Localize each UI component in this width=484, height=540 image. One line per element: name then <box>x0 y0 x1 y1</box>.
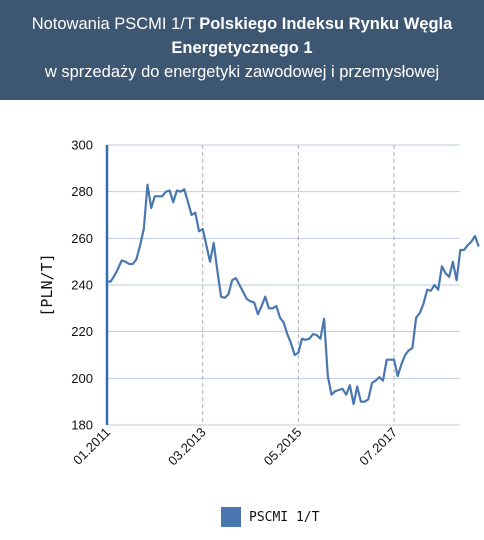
x-tick-label: 07.2017 <box>356 425 400 469</box>
legend-label: PSCMI 1/T <box>249 509 320 525</box>
title-bold: Polskiego Indeksu Rynku Węgla <box>199 15 453 33</box>
chart-title-banner: Notowania PSCMI 1/T Polskiego Indeksu Ry… <box>0 0 484 100</box>
y-tick-label: 220 <box>71 324 93 339</box>
title-line-2: Energetycznego 1 <box>0 36 484 60</box>
title-line-3: w sprzedaży do energetyki zawodowej i pr… <box>44 63 440 81</box>
x-grid-lines <box>202 145 395 425</box>
legend: PSCMI 1/T <box>221 506 319 528</box>
x-axis-ticks: 01.2011 03.2013 05.2015 07.2017 <box>70 425 400 469</box>
title-normal: Notowania PSCMI 1/T <box>31 15 200 33</box>
y-tick-label: 200 <box>71 371 93 386</box>
y-axis-ticks: 180 200 220 240 260 280 300 <box>71 138 93 433</box>
x-tick-label: 03.2013 <box>165 425 209 469</box>
legend-swatch <box>221 507 241 527</box>
grid-lines <box>107 144 460 426</box>
y-tick-label: 280 <box>71 184 93 199</box>
x-tick-label: 05.2015 <box>261 425 305 469</box>
title-bold-2: Energetycznego 1 <box>171 39 313 57</box>
y-tick-label: 260 <box>71 231 93 246</box>
series-line-pscmi <box>107 183 480 406</box>
y-axis-label: [PLN/T] <box>38 253 56 316</box>
y-tick-label: 300 <box>71 138 93 153</box>
y-tick-label: 240 <box>71 278 93 293</box>
y-tick-label: 180 <box>71 418 93 433</box>
title-line-1: Notowania PSCMI 1/T Polskiego Indeksu Ry… <box>0 12 484 36</box>
